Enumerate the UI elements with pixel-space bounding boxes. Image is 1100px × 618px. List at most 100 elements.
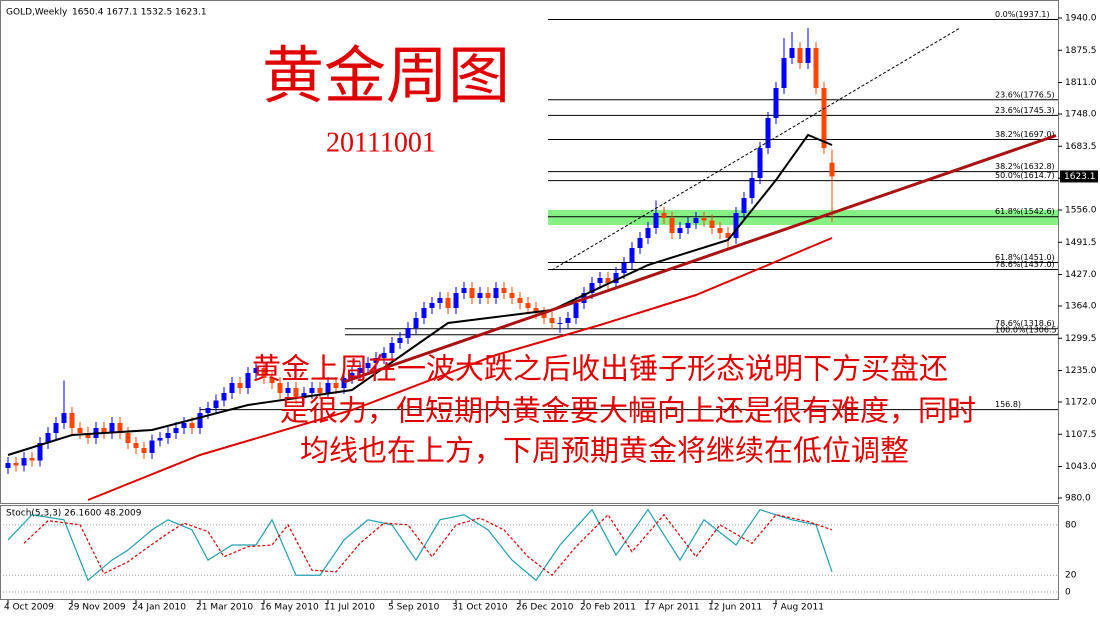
candle-body bbox=[709, 220, 715, 228]
candle-body bbox=[589, 283, 595, 293]
stoch-tick-label: 20 bbox=[1065, 571, 1077, 581]
candle-body bbox=[189, 423, 195, 428]
candle-body bbox=[181, 423, 187, 428]
candle-body bbox=[69, 413, 75, 428]
candle-body bbox=[109, 423, 115, 433]
y-tick-label: 1811.0 bbox=[1065, 78, 1097, 88]
candle-body bbox=[813, 48, 819, 88]
x-tick-label: 24 Jan 2010 bbox=[132, 603, 186, 613]
candle-body bbox=[533, 308, 539, 313]
candle-body bbox=[157, 438, 163, 441]
candle-body bbox=[213, 400, 219, 408]
candle-body bbox=[77, 428, 83, 433]
candle-body bbox=[733, 213, 739, 238]
candle-body bbox=[349, 373, 355, 378]
fib-label: 23.6%(1776.5) bbox=[995, 90, 1055, 99]
candle-body bbox=[461, 288, 467, 293]
y-tick-label: 1107.5 bbox=[1065, 430, 1097, 440]
candle-body bbox=[325, 383, 331, 393]
annotation: 是很力，但短期内黄金要大幅向上还是很有难度，同时 bbox=[280, 395, 976, 428]
x-tick-label: 31 Oct 2010 bbox=[452, 603, 508, 613]
candle-body bbox=[13, 463, 19, 466]
candle-body bbox=[773, 88, 779, 118]
candle-body bbox=[821, 88, 827, 148]
candle-body bbox=[125, 433, 131, 443]
main-plot: 0.0%(1937.1) 23.6%(1776.5) 23.6%(1745.3) 38… bbox=[5, 10, 1058, 501]
candle-body bbox=[149, 440, 155, 453]
candle-body bbox=[301, 393, 307, 398]
x-tick-label: 12 Jun 2011 bbox=[708, 603, 762, 613]
overlay-line bbox=[87, 237, 833, 501]
y-tick-label: 1043.0 bbox=[1065, 462, 1097, 472]
candle-body bbox=[605, 278, 611, 283]
candle-body bbox=[509, 293, 515, 298]
stoch-title: Stoch(5,3,3) 26.1600 48.2009 bbox=[6, 509, 142, 519]
candle-body bbox=[285, 388, 291, 393]
candle-body bbox=[341, 378, 347, 388]
candle-body bbox=[85, 433, 91, 438]
candle-body bbox=[645, 228, 651, 238]
candle-body bbox=[221, 393, 227, 401]
candle-body bbox=[805, 48, 811, 63]
candle-body bbox=[749, 178, 755, 198]
x-tick-label: 17 Apr 2011 bbox=[644, 603, 700, 613]
fib-label: 61.8%(1542.6) bbox=[995, 207, 1055, 216]
candle-body bbox=[781, 58, 787, 88]
y-tick-label: 1491.5 bbox=[1065, 238, 1097, 248]
candle-body bbox=[317, 388, 323, 393]
x-tick-label: 16 May 2010 bbox=[260, 603, 319, 613]
candle-body bbox=[205, 408, 211, 413]
overlay-line bbox=[7, 133, 833, 456]
candle-body bbox=[405, 328, 411, 338]
candle-body bbox=[485, 293, 491, 298]
candle-body bbox=[613, 273, 619, 283]
candle-body bbox=[741, 198, 747, 213]
y-tick-label: 1427.0 bbox=[1065, 270, 1097, 280]
candle-body bbox=[5, 463, 11, 468]
candle-body bbox=[501, 288, 507, 293]
candle-body bbox=[253, 368, 259, 373]
candle-body bbox=[357, 368, 363, 373]
x-tick-label: 26 Dec 2010 bbox=[516, 603, 574, 613]
stoch-tick-label: 80 bbox=[1065, 520, 1077, 530]
fib-label: 50.0%(1614.7) bbox=[995, 171, 1055, 180]
candle-body bbox=[277, 383, 283, 393]
candle-body bbox=[101, 428, 107, 433]
candle-body bbox=[197, 413, 203, 428]
candle-body bbox=[789, 48, 795, 58]
candle-body bbox=[437, 298, 443, 303]
last-price-label: 1623.1 bbox=[1064, 172, 1096, 182]
candle-body bbox=[797, 48, 803, 63]
candle-body bbox=[45, 433, 51, 443]
x-tick-label: 7 Aug 2011 bbox=[772, 603, 824, 613]
fib-label: 156.8) bbox=[995, 400, 1021, 409]
candle-body bbox=[53, 423, 59, 433]
y-tick-label: 1683.5 bbox=[1065, 142, 1097, 152]
candle-body bbox=[621, 263, 627, 273]
candle-body bbox=[421, 308, 427, 318]
candle-body bbox=[549, 318, 555, 323]
ohlc-text: 1650.4 1677.1 1532.5 1623.1 bbox=[72, 8, 207, 18]
candle-body bbox=[541, 313, 547, 318]
candle-body bbox=[661, 213, 667, 218]
chart-title: 黄金周图 bbox=[262, 43, 510, 111]
fib-label: 23.6%(1745.3) bbox=[995, 106, 1055, 115]
candle-body bbox=[469, 288, 475, 298]
fib-label: 0.0%(1937.1) bbox=[995, 10, 1050, 19]
annotation: 均线也在上方，下周预期黄金将继续在低位调整 bbox=[300, 435, 909, 468]
y-tick-label: 1748.0 bbox=[1065, 110, 1097, 120]
labels: GOLD,Weekly 1650.4 1677.1 1532.5 1623.1 … bbox=[6, 8, 976, 519]
symbol: GOLD,Weekly bbox=[6, 8, 68, 18]
fib-label: 38.2%(1632.8) bbox=[995, 162, 1055, 171]
candle-body bbox=[757, 148, 763, 178]
candle-body bbox=[429, 303, 435, 308]
y-tick-label: 1364.0 bbox=[1065, 302, 1097, 312]
candle-body bbox=[725, 233, 731, 238]
candle-body bbox=[397, 338, 403, 343]
stoch-panel bbox=[0, 505, 1059, 600]
candle-body bbox=[573, 303, 579, 318]
candle-body bbox=[269, 378, 275, 383]
fib-label: 38.2%(1697.0) bbox=[995, 130, 1055, 139]
x-tick-label: 20 Feb 2011 bbox=[580, 603, 636, 613]
candle-body bbox=[365, 363, 371, 368]
